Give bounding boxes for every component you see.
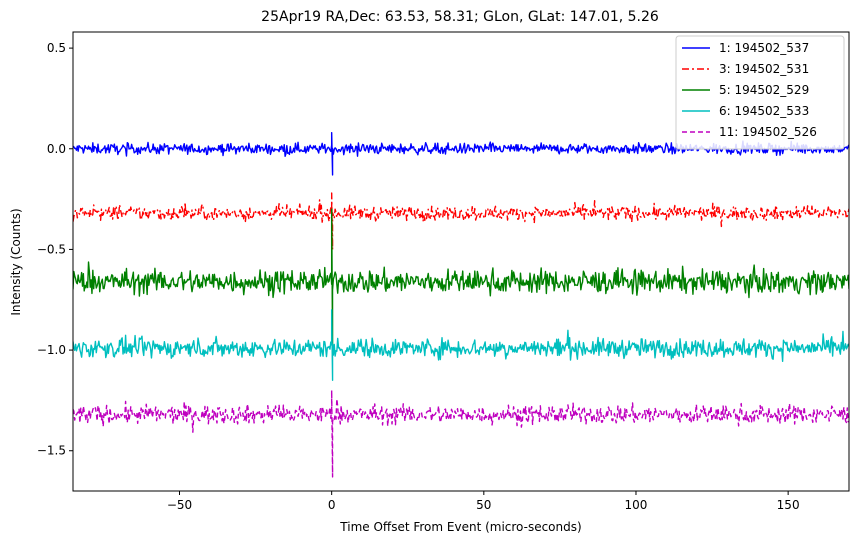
- x-tick-label: 50: [476, 498, 491, 512]
- y-axis-title: Intensity (Counts): [9, 208, 23, 315]
- legend-label: 5: 194502_529: [719, 83, 809, 97]
- series-line-5: [73, 389, 849, 478]
- x-tick-label: 0: [328, 498, 336, 512]
- y-tick-label: −1.0: [37, 343, 66, 357]
- legend-label: 6: 194502_533: [719, 104, 809, 118]
- y-axis: 0.5 0.0 −0.5 −1.0 −1.5: [37, 41, 73, 458]
- legend-label: 1: 194502_537: [719, 41, 809, 55]
- chart-title: 25Apr19 RA,Dec: 63.53, 58.31; GLon, GLat…: [261, 9, 659, 25]
- x-tick-label: 150: [777, 498, 800, 512]
- y-tick-label: −1.5: [37, 444, 66, 458]
- y-tick-label: 0.0: [47, 142, 66, 156]
- y-tick-label: 0.5: [47, 41, 66, 55]
- x-tick-label: −50: [167, 498, 192, 512]
- plot-frame: [72, 31, 850, 492]
- series-line-3: [73, 208, 849, 351]
- legend-label: 3: 194502_531: [719, 62, 809, 76]
- series-line-2: [73, 192, 849, 251]
- series-line-4: [73, 309, 849, 381]
- legend-label: 11: 194502_526: [719, 125, 817, 139]
- legend-box: [675, 35, 845, 150]
- x-axis: −50 0 50 100 150: [167, 491, 800, 512]
- series-layer: [73, 131, 849, 478]
- y-tick-label: −0.5: [37, 242, 66, 256]
- legend: 1: 194502_537 3: 194502_531 5: 194502_529 6…: [675, 35, 845, 150]
- x-axis-title: Time Offset From Event (micro-seconds): [339, 520, 581, 534]
- x-tick-label: 100: [625, 498, 648, 512]
